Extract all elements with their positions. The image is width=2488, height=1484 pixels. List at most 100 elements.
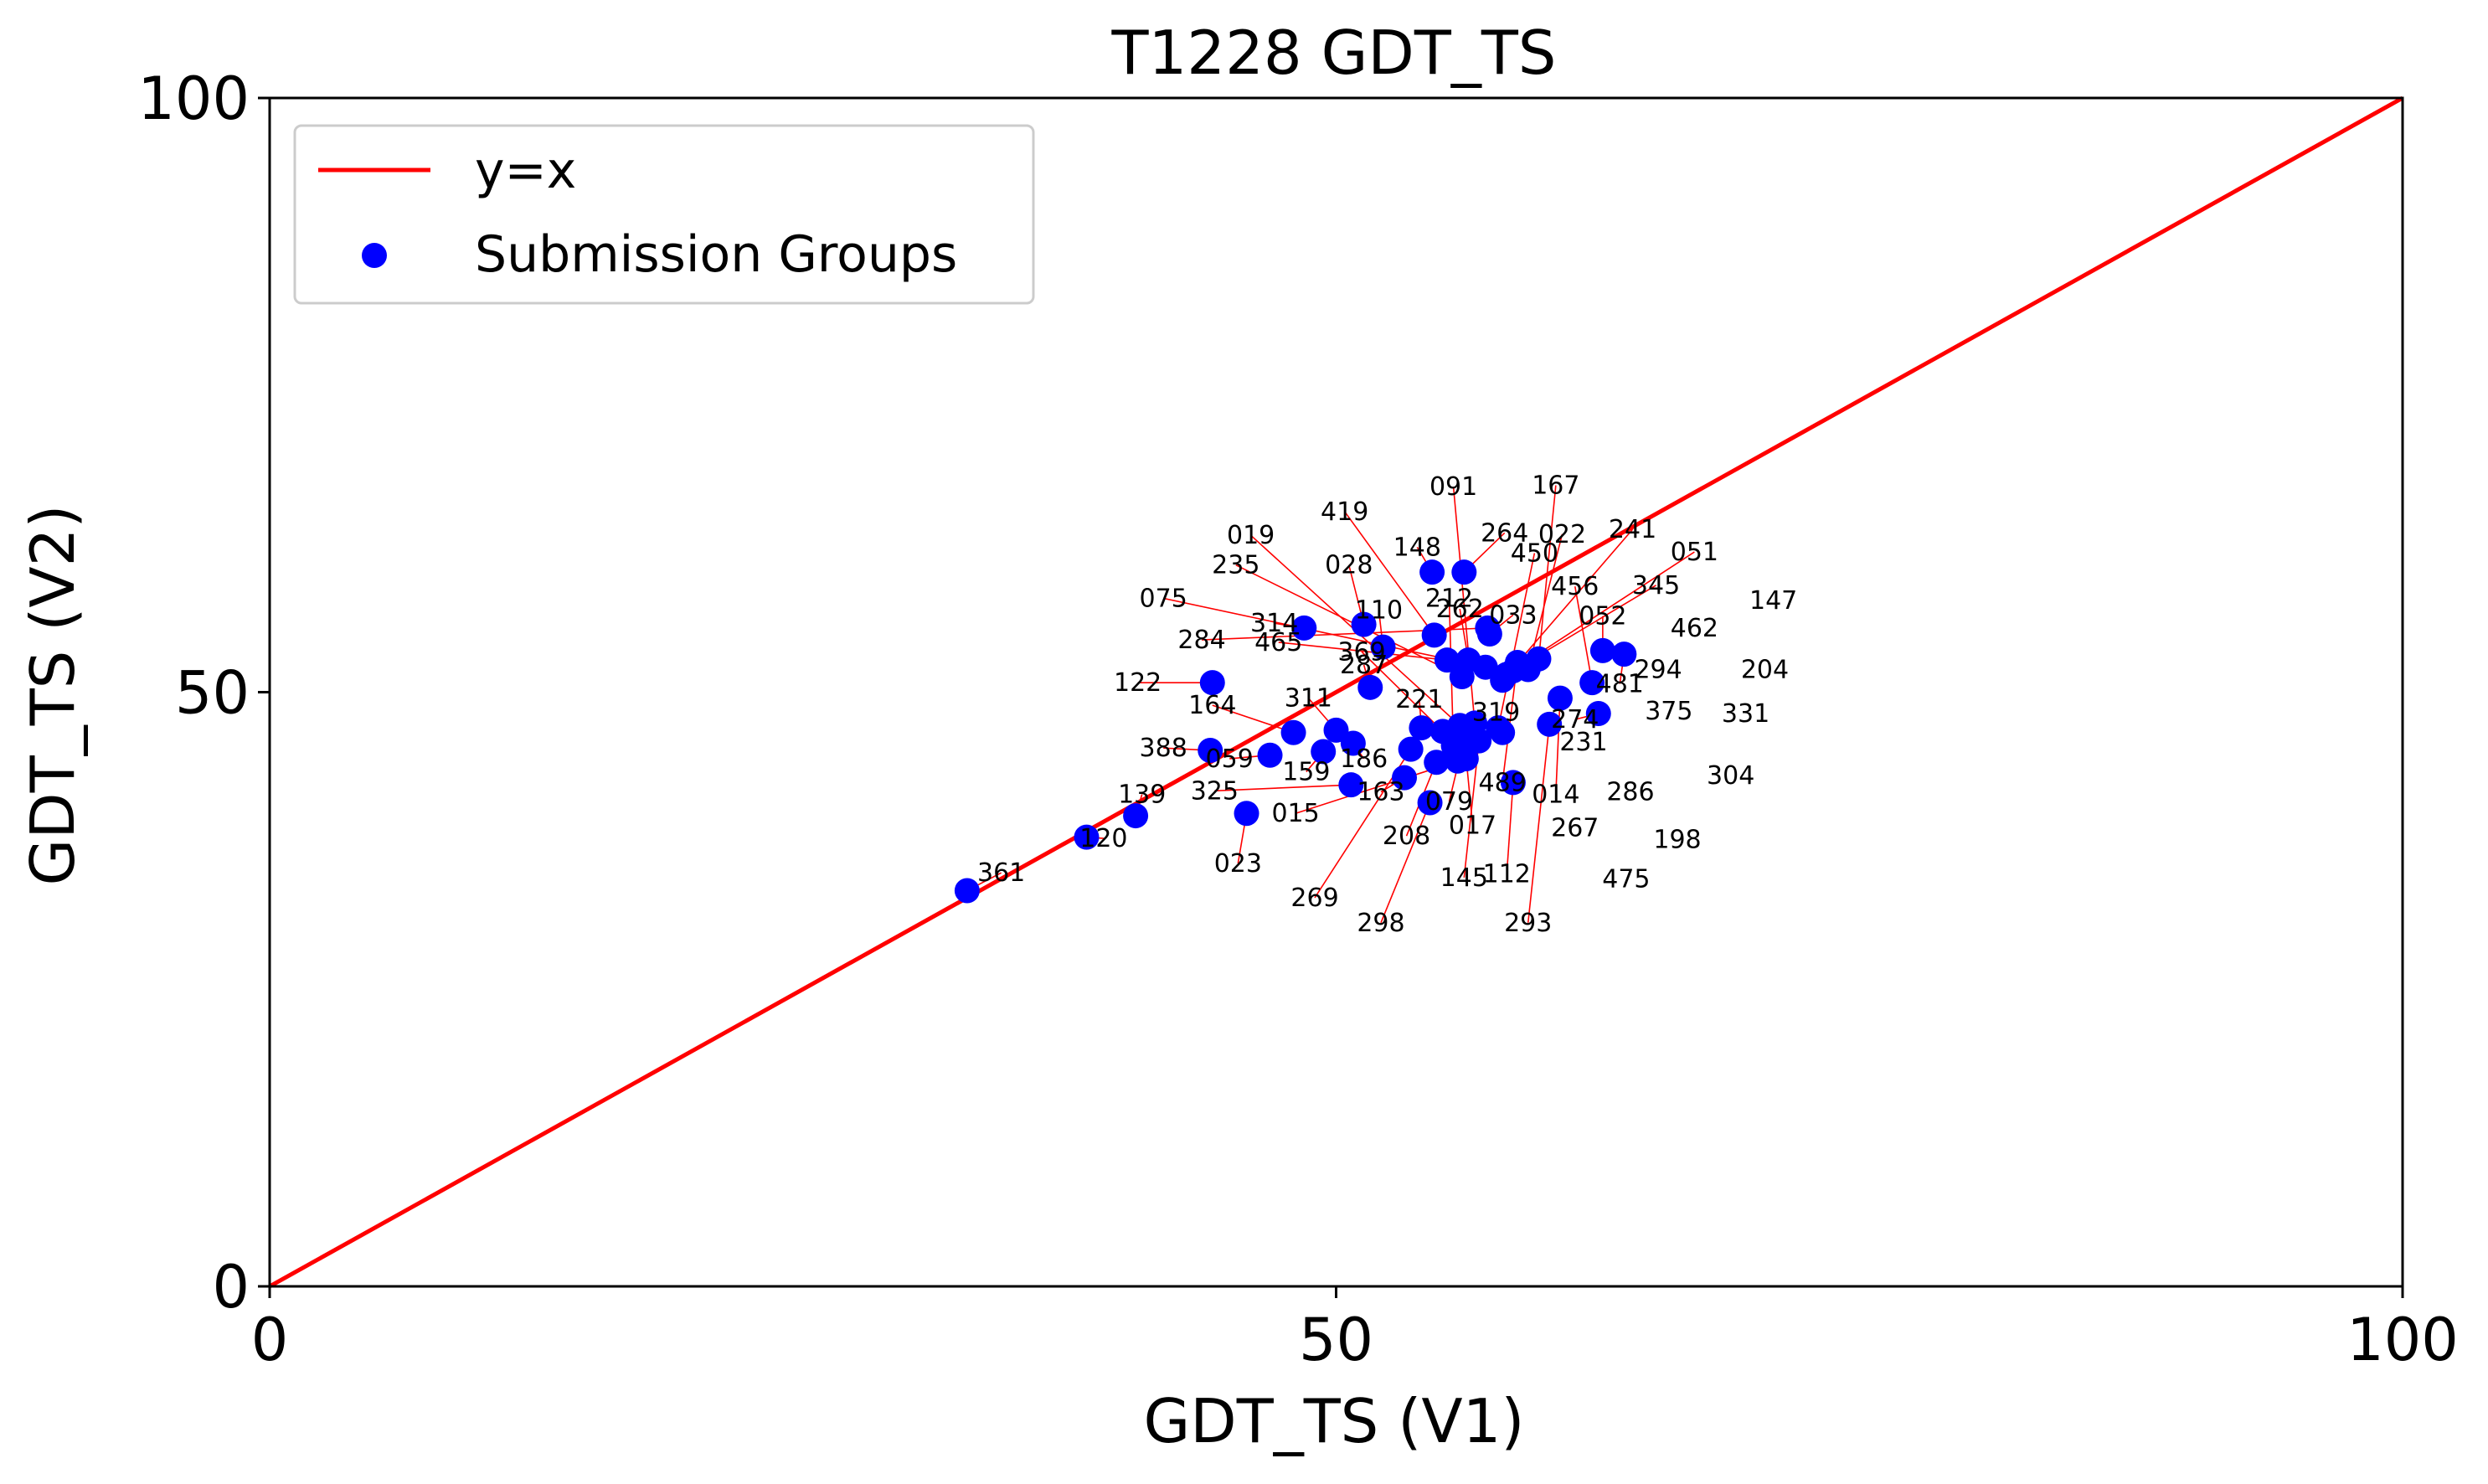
data-point-325	[1338, 772, 1364, 798]
point-label-120: 120	[1079, 824, 1127, 853]
data-point-264	[1451, 559, 1477, 585]
point-label-465: 465	[1254, 628, 1302, 657]
data-point-419	[1421, 622, 1447, 648]
data-point-298	[1417, 790, 1443, 816]
point-label-331: 331	[1722, 699, 1769, 729]
y-axis-label: GDT_TS (V2)	[18, 504, 88, 885]
x-tick-label-0: 0	[251, 1306, 289, 1374]
annotation-arrow-298	[1380, 802, 1430, 924]
data-point-361	[954, 878, 980, 904]
data-point-122	[1199, 670, 1225, 696]
point-label-059: 059	[1206, 745, 1254, 774]
point-label-075: 075	[1140, 584, 1187, 613]
point-label-481: 481	[1596, 670, 1644, 699]
annotation-arrow-164	[1212, 704, 1294, 733]
annotation-arrow-325	[1214, 785, 1351, 792]
annotation-arrow-022	[1528, 533, 1563, 670]
data-point-023	[1234, 801, 1259, 827]
point-label-052: 052	[1579, 602, 1626, 631]
point-label-212: 212	[1425, 584, 1473, 613]
point-label-287: 287	[1340, 651, 1388, 680]
annotation-arrow-167	[1538, 485, 1557, 659]
point-label-159: 159	[1282, 758, 1330, 787]
point-label-112: 112	[1483, 860, 1531, 889]
legend-point-marker	[362, 243, 387, 268]
point-label-148: 148	[1393, 533, 1441, 562]
plot-area: 091 167 419 264 022 241 019 148 450 051 235 028 456 3…	[137, 64, 2458, 1374]
annotation-arrow-456	[1574, 586, 1592, 683]
x-tick-label-50: 50	[1299, 1306, 1373, 1374]
data-point-164	[1280, 719, 1306, 745]
y-tick-label-50: 50	[175, 659, 250, 728]
point-label-208: 208	[1383, 822, 1430, 851]
point-label-122: 122	[1114, 668, 1162, 698]
point-label-294: 294	[1634, 656, 1682, 685]
point-label-019: 019	[1227, 521, 1275, 550]
point-label-456: 456	[1551, 572, 1599, 601]
x-axis-label: GDT_TS (V1)	[1143, 1386, 1524, 1456]
point-label-284: 284	[1177, 626, 1225, 655]
y-tick-label-0: 0	[212, 1253, 250, 1322]
point-label-286: 286	[1606, 778, 1654, 807]
data-point-014	[1547, 685, 1573, 711]
annotation-arrow-419	[1344, 511, 1435, 636]
point-label-450: 450	[1511, 538, 1558, 568]
legend-label-submission-groups: Submission Groups	[475, 225, 957, 284]
data-point-059	[1257, 742, 1283, 768]
data-point-028	[1351, 611, 1377, 637]
legend-box	[293, 124, 1035, 305]
point-label-022: 022	[1538, 520, 1586, 549]
data-point-269	[1398, 736, 1424, 762]
point-label-028: 028	[1325, 551, 1373, 580]
point-label-017: 017	[1449, 811, 1496, 840]
annotation-arrow-014	[1555, 698, 1560, 795]
data-point-159	[1311, 739, 1337, 765]
data-point-052	[1589, 637, 1615, 663]
data-point-221	[1409, 715, 1435, 741]
point-label-015: 015	[1271, 799, 1319, 828]
point-label-419: 419	[1321, 497, 1368, 527]
data-point-120	[1074, 824, 1100, 850]
annotation-arrow-293	[1527, 724, 1549, 923]
point-label-274: 274	[1551, 705, 1599, 734]
point-label-304: 304	[1707, 761, 1754, 791]
point-label-110: 110	[1355, 596, 1403, 626]
point-label-311: 311	[1285, 684, 1332, 714]
point-label-145: 145	[1440, 863, 1488, 893]
point-label-235: 235	[1212, 551, 1259, 580]
point-label-325: 325	[1191, 776, 1239, 806]
point-label-204: 204	[1741, 656, 1789, 685]
point-label-033: 033	[1489, 600, 1537, 630]
point-label-051: 051	[1671, 538, 1718, 567]
data-point-163	[1392, 765, 1418, 791]
data-point-293	[1537, 711, 1563, 737]
annotation-arrow-075	[1163, 597, 1486, 667]
chart-title: T1228 GDT_TS	[1111, 18, 1557, 88]
data-point-481	[1611, 642, 1637, 667]
point-label-163: 163	[1357, 778, 1404, 807]
data-point-148	[1419, 559, 1445, 585]
data-point-112	[1500, 770, 1526, 796]
point-label-241: 241	[1609, 515, 1656, 544]
point-label-262: 262	[1436, 595, 1484, 624]
point-label-375: 375	[1645, 697, 1692, 726]
point-label-388: 388	[1140, 734, 1187, 763]
annotation-arrow-450	[1498, 553, 1536, 728]
point-label-475: 475	[1602, 864, 1650, 894]
data-point-110	[1370, 634, 1396, 660]
data-point-274	[1585, 701, 1611, 727]
annotation-arrow-112	[1506, 782, 1513, 874]
point-label-091: 091	[1429, 472, 1477, 502]
data-point-139	[1123, 803, 1149, 829]
point-label-361: 361	[977, 858, 1025, 888]
point-label-314: 314	[1250, 609, 1298, 638]
point-label-164: 164	[1188, 691, 1236, 720]
point-label-264: 264	[1481, 518, 1528, 548]
y-tick-label-100: 100	[137, 64, 250, 133]
data-point-208	[1424, 750, 1450, 775]
point-label-221: 221	[1395, 685, 1443, 714]
point-label-269: 269	[1290, 884, 1338, 913]
data-point-017	[1453, 745, 1479, 771]
data-point-465	[1434, 647, 1460, 673]
